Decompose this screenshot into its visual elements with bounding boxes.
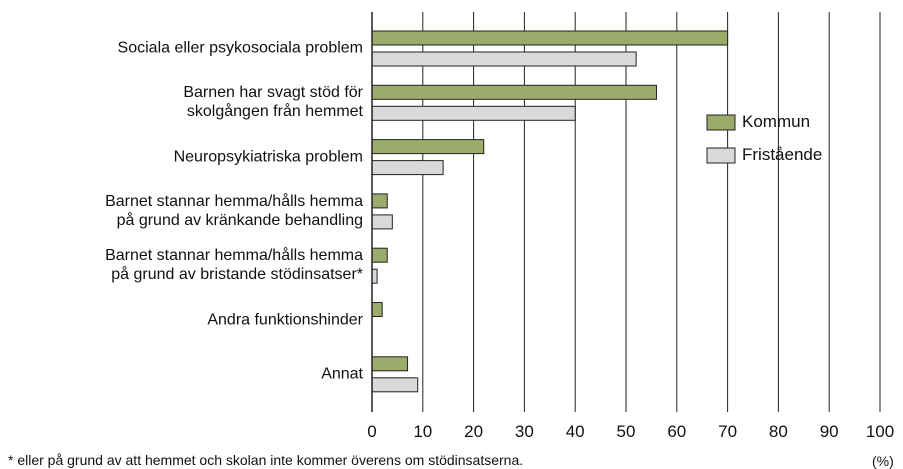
y-tick-label: Sociala eller psykosociala problem [117,39,363,57]
y-tick-label: Barnen har svagt stöd för skolgången frå… [183,84,363,121]
legend-label: Kommun [742,112,811,131]
y-tick-label: Barnet stannar hemma/hålls hemma på grun… [105,247,363,284]
x-tick-label: 20 [464,422,484,441]
y-tick-label: Annat [321,365,363,383]
bar [371,160,444,176]
y-tick-label: Neuropsykiatriska problem [173,148,363,166]
x-tick-label: 80 [768,422,788,441]
bar [371,356,409,372]
bar [371,302,383,317]
bar [371,30,729,46]
x-tick-label: 50 [616,422,636,441]
legend-label: Fristående [742,145,823,164]
x-tick-label: 70 [718,422,738,441]
x-tick-label: 30 [514,422,534,441]
bar [371,193,388,209]
bar [371,84,657,100]
x-tick-label: 90 [819,422,839,441]
y-tick-label: Barnet stannar hemma/hålls hemma på grun… [105,192,363,229]
x-tick-label: 60 [667,422,687,441]
bar [371,51,637,67]
legend-swatch [706,114,736,131]
x-tick-label: 0 [367,422,377,441]
legend-swatch [706,147,736,164]
bar [371,268,378,284]
bar [371,105,576,121]
y-tick-label: Andra funktionshinder [207,311,363,328]
footnote: * eller på grund av att hemmet och skola… [8,452,524,468]
bar [371,377,419,393]
x-tick-label: 40 [565,422,585,441]
x-tick-label: 100 [865,422,895,441]
x-tick-label: 10 [413,422,433,441]
x-axis-label: (%) [872,453,894,469]
bar [371,139,485,155]
bar [371,214,393,230]
bar [371,247,388,263]
